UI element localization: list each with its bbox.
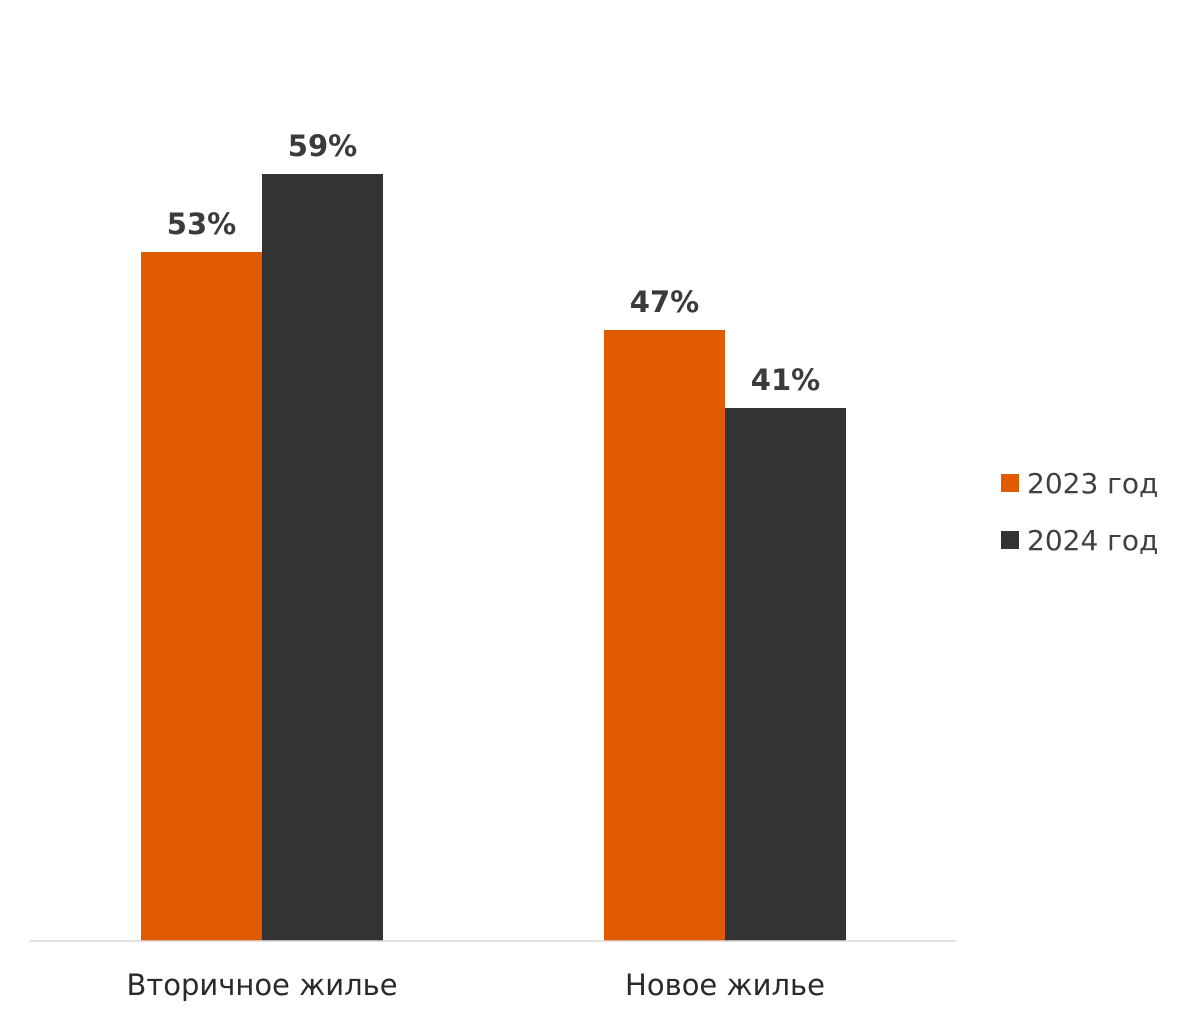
legend-label-1: 2023 год	[1027, 467, 1158, 500]
category-labels-group: Вторичное жилье Новое жилье	[126, 968, 825, 1002]
bar-2-2	[725, 408, 846, 941]
bar-labels-group: 53% 59% 47% 41%	[167, 129, 820, 397]
category-label-2: Новое жилье	[625, 968, 825, 1002]
bar-1-1	[141, 252, 262, 941]
category-label-1: Вторичное жилье	[126, 968, 397, 1002]
legend-label-2: 2024 год	[1027, 524, 1158, 557]
data-label-1-2: 59%	[288, 129, 357, 163]
bar-2-1	[604, 330, 725, 941]
legend-swatch-1	[1001, 474, 1019, 492]
bar-1-2	[262, 174, 383, 941]
legend-swatch-2	[1001, 531, 1019, 549]
bars-group	[141, 174, 846, 941]
data-label-2-1: 47%	[630, 285, 699, 319]
data-label-1-1: 53%	[167, 207, 236, 241]
legend: 2023 год 2024 год	[1001, 467, 1158, 557]
data-label-2-2: 41%	[751, 363, 820, 397]
